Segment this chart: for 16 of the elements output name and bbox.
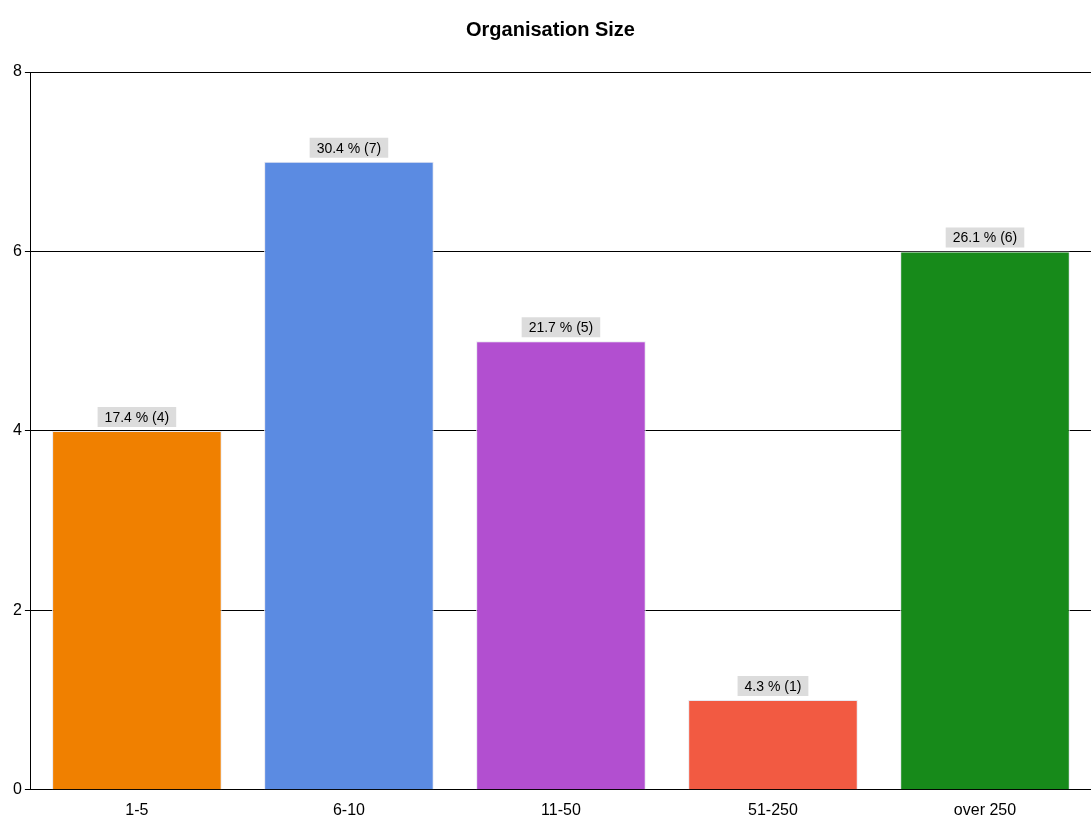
x-tick-label: 1-5 (125, 800, 149, 818)
x-tick-label: 51-250 (748, 800, 798, 818)
chart-title: Organisation Size (466, 17, 635, 40)
x-tick-label: over 250 (953, 800, 1017, 818)
x-tick-label: 6-10 (332, 800, 366, 818)
y-tick-label: 4 (12, 421, 22, 439)
data-label: 30.4 % (7) (316, 139, 382, 156)
data-label: 26.1 % (6) (952, 229, 1018, 246)
data-label: 21.7 % (5) (528, 319, 594, 336)
y-tick-label: 2 (12, 600, 22, 618)
x-tick-label: 11-50 (541, 800, 581, 818)
data-label: 17.4 % (4) (104, 408, 170, 425)
y-tick-label: 6 (12, 241, 22, 259)
y-tick-label: 0 (12, 780, 22, 798)
data-label: 4.3 % (1) (744, 677, 802, 694)
y-tick-label: 8 (12, 62, 22, 80)
